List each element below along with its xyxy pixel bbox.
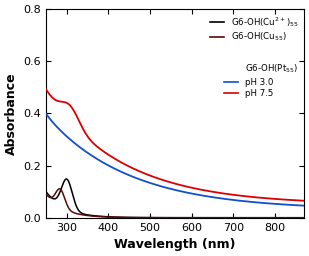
Legend: G6-OH(Pt$_{55}$), pH 3.0, pH 7.5: G6-OH(Pt$_{55}$), pH 3.0, pH 7.5 xyxy=(222,61,300,99)
X-axis label: Wavelength (nm): Wavelength (nm) xyxy=(114,238,236,251)
Y-axis label: Absorbance: Absorbance xyxy=(5,72,18,155)
